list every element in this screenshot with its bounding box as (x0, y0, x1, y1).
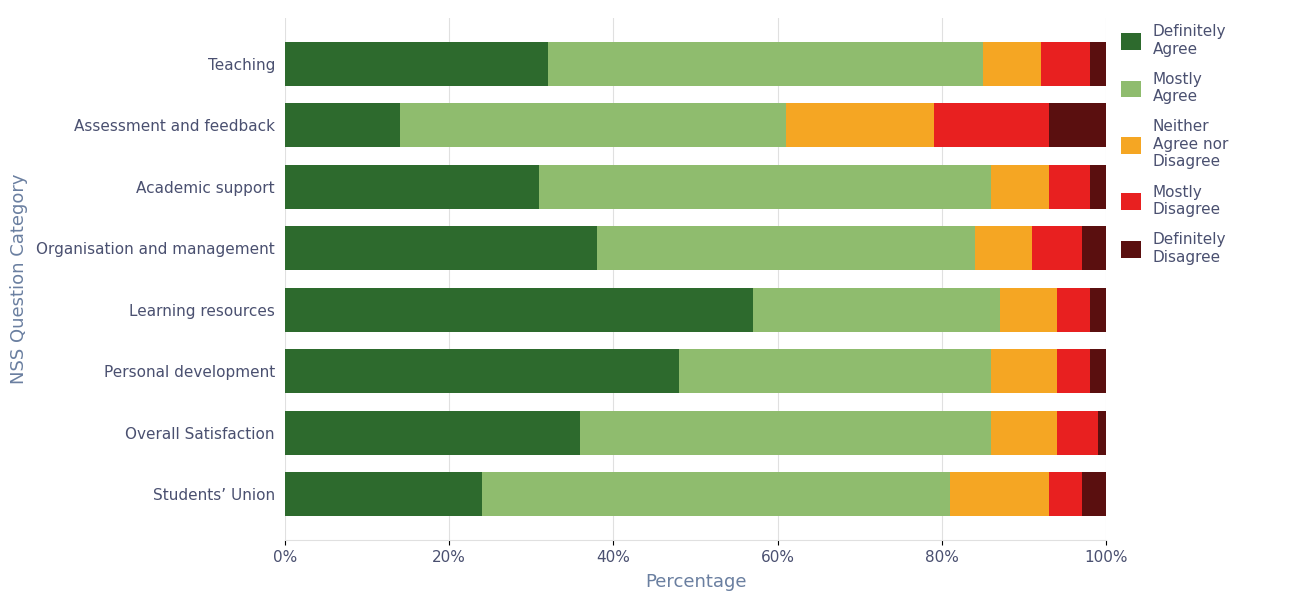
Bar (1090, 42, 1106, 86)
Bar (1049, 103, 1106, 148)
Bar (679, 349, 991, 394)
Bar (285, 103, 400, 148)
Bar (991, 410, 1057, 455)
Bar (581, 410, 991, 455)
Bar (400, 103, 785, 148)
Bar (285, 226, 597, 271)
Bar (934, 103, 1049, 148)
Bar (1057, 349, 1090, 394)
Bar (1082, 472, 1106, 516)
Legend: Definitely
Agree, Mostly
Agree, Neither
Agree nor
Disagree, Mostly
Disagree, Def: Definitely Agree, Mostly Agree, Neither … (1114, 18, 1234, 271)
Bar (991, 164, 1049, 209)
Bar (547, 42, 983, 86)
Bar (1040, 42, 1090, 86)
Bar (1033, 226, 1082, 271)
Bar (999, 287, 1057, 332)
Bar (950, 472, 1049, 516)
Bar (1057, 410, 1099, 455)
X-axis label: Percentage: Percentage (644, 573, 747, 591)
Bar (285, 164, 540, 209)
Bar (991, 349, 1057, 394)
Bar (785, 103, 934, 148)
Y-axis label: NSS Question Category: NSS Question Category (10, 174, 28, 384)
Bar (1090, 287, 1106, 332)
Bar (1090, 164, 1106, 209)
Bar (540, 164, 991, 209)
Bar (597, 226, 974, 271)
Bar (1090, 349, 1106, 394)
Bar (974, 226, 1033, 271)
Bar (1099, 410, 1106, 455)
Bar (481, 472, 950, 516)
Bar (285, 42, 547, 86)
Bar (1049, 164, 1090, 209)
Bar (285, 472, 481, 516)
Bar (753, 287, 999, 332)
Bar (285, 349, 679, 394)
Bar (1049, 472, 1082, 516)
Bar (285, 410, 581, 455)
Bar (1057, 287, 1090, 332)
Bar (983, 42, 1040, 86)
Bar (285, 287, 753, 332)
Bar (1082, 226, 1106, 271)
